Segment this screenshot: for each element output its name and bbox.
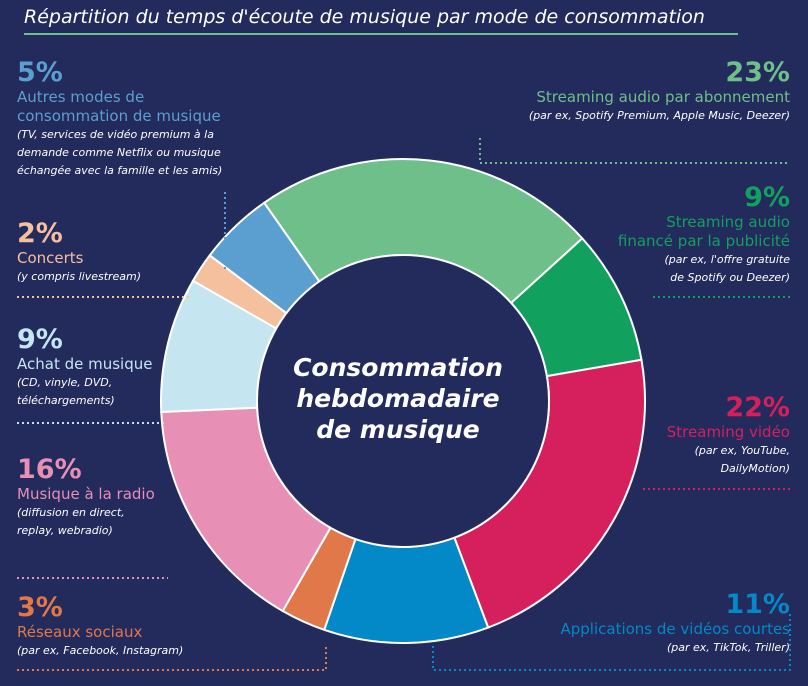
slice-detail: DailyMotion) [720, 462, 790, 475]
slice-detail: (par ex, Facebook, Instagram) [17, 644, 184, 657]
center-label: Consommation hebdomadaire de musique [276, 352, 520, 445]
slice-detail: (CD, vinyle, DVD, [17, 376, 113, 389]
slice-percentage: 5% [17, 57, 63, 88]
center-label-line: Consommation [293, 353, 503, 382]
slice-label: 9% Achat de musique (CD, vinyle, DVD, téléc… [17, 325, 317, 410]
slice-percentage: 3% [17, 592, 63, 623]
donut-hole [256, 254, 550, 548]
slice-label: 22% Streaming vidéo (par ex, YouTube, Daily… [490, 393, 790, 478]
slice-name: Réseaux sociaux [17, 623, 143, 641]
slice-detail: (par ex, YouTube, [694, 444, 790, 457]
slice-label: 2% Concerts (y compris livestream) [17, 219, 317, 286]
slice-percentage: 23% [725, 57, 790, 88]
slice-percentage: 22% [725, 392, 790, 423]
slice-name: Streaming audio par abonnement [536, 88, 790, 106]
slice-percentage: 11% [725, 589, 790, 620]
slice-name: Streaming vidéo [666, 423, 790, 441]
slice-name: Autres modes de [17, 88, 145, 106]
slice-name: Musique à la radio [17, 485, 155, 503]
slice-percentage: 9% [17, 324, 63, 355]
title-underline [24, 33, 738, 35]
slice-name: Applications de vidéos courtes [560, 620, 791, 638]
slice-detail: (diffusion en direct, [17, 506, 125, 519]
leader-line [17, 645, 327, 671]
slice-percentage: 9% [744, 182, 790, 213]
slice-detail: (par ex, Spotify Premium, Apple Music, D… [528, 109, 790, 122]
slice-detail: replay, webradio) [17, 524, 113, 537]
slice-name: Concerts [17, 249, 84, 267]
slice-percentage: 2% [17, 218, 63, 249]
slice-detail: de Spotify ou Deezer) [670, 271, 790, 284]
slice-detail: (TV, services de vidéo premium à la [17, 128, 214, 141]
slice-name: consommation de musique [17, 107, 221, 125]
slice-detail: échangée avec la famille et les amis) [17, 164, 223, 177]
slice-detail: (y compris livestream) [17, 270, 142, 283]
slice-label: 16% Musique à la radio (diffusion en direc… [17, 455, 317, 540]
slice-label: 3% Réseaux sociaux (par ex, Facebook, Inst… [17, 593, 317, 660]
slice-detail: (par ex, l'offre gratuite [664, 253, 790, 266]
slice-detail: téléchargements) [17, 394, 115, 407]
slice-label: 9% Streaming audio financé par la publicit… [490, 183, 790, 287]
center-label-line: hebdomadaire [296, 384, 500, 413]
slice-detail: demande comme Netflix ou musique [17, 146, 221, 159]
chart-title: Répartition du temps d'écoute de musique… [24, 6, 705, 28]
slice-name: financé par la publicité [617, 232, 790, 250]
slice-name: Streaming audio [666, 213, 790, 231]
leader-line [479, 138, 790, 164]
slice-label: 23% Streaming audio par abonnement (par ex… [370, 58, 790, 125]
slice-detail: (par ex, TikTok, Triller) [666, 641, 790, 654]
slice-percentage: 16% [17, 454, 82, 485]
slice-label: 11% Applications de vidéos courtes (par ex… [390, 589, 791, 657]
center-label-line: de musique [316, 415, 480, 444]
slice-label: 5% Autres modes de consommation de musique… [17, 58, 337, 180]
leader-line [432, 614, 791, 671]
slice-name: Achat de musique [17, 355, 153, 373]
